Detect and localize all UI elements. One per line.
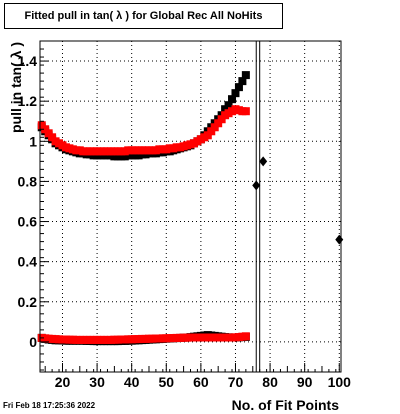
x-tick-label: 90	[297, 374, 313, 390]
chart-title: Fitted pull in tan( λ ) for Global Rec A…	[24, 10, 263, 22]
data-point	[252, 180, 261, 191]
x-tick-label: 20	[55, 374, 71, 390]
y-tick-label: 0	[29, 334, 37, 350]
y-tick-label: 0.8	[18, 173, 38, 189]
y-tick-label: 0.2	[18, 294, 38, 310]
data-point	[221, 105, 230, 114]
data-point	[224, 101, 233, 110]
data-point	[335, 234, 344, 245]
data-point	[214, 119, 223, 128]
plot-frame	[39, 40, 342, 373]
data-point	[203, 131, 212, 140]
data-point	[241, 332, 250, 341]
vertical-lines	[255, 41, 261, 372]
data-point	[228, 95, 237, 104]
y-tick-label: 0.4	[18, 254, 38, 270]
data-point	[210, 123, 219, 132]
data-point	[37, 121, 46, 130]
data-point	[41, 125, 50, 134]
data-point	[217, 115, 226, 124]
title-box: Fitted pull in tan( λ ) for Global Rec A…	[4, 3, 283, 29]
data-point	[234, 83, 243, 92]
x-tick-label: 50	[158, 374, 174, 390]
tick-labels: 20 30 40 50 60 70 80 90 100 0 0.2 0.4 0.6 0.8 1 1.2 1.4	[18, 53, 352, 390]
x-tick-label: 60	[193, 374, 209, 390]
data-point	[48, 133, 57, 142]
x-tick-label: 30	[89, 374, 105, 390]
y-tick-label: 0.6	[18, 214, 38, 230]
x-tick-label: 40	[124, 374, 140, 390]
data-marks	[37, 71, 344, 346]
x-tick-label: 80	[262, 374, 278, 390]
y-tick-label: 1.2	[18, 93, 38, 109]
data-point	[207, 127, 216, 136]
x-tick-label: 70	[228, 374, 244, 390]
data-point	[241, 71, 250, 80]
y-axis-label: pull in tan( λ )	[8, 42, 24, 133]
data-point	[241, 107, 250, 116]
y-tick-label: 1.4	[18, 53, 38, 69]
data-point	[231, 89, 240, 98]
data-point	[238, 77, 247, 86]
y-tick-label: 1	[29, 133, 37, 149]
x-axis-label: No. of Fit Points	[232, 397, 340, 413]
x-tick-label: 100	[328, 374, 352, 390]
timestamp: Fri Feb 18 17:25:36 2022	[3, 401, 96, 410]
axis-ticks	[40, 48, 340, 372]
data-point	[259, 156, 268, 167]
data-point	[44, 129, 53, 138]
grid	[40, 41, 341, 372]
